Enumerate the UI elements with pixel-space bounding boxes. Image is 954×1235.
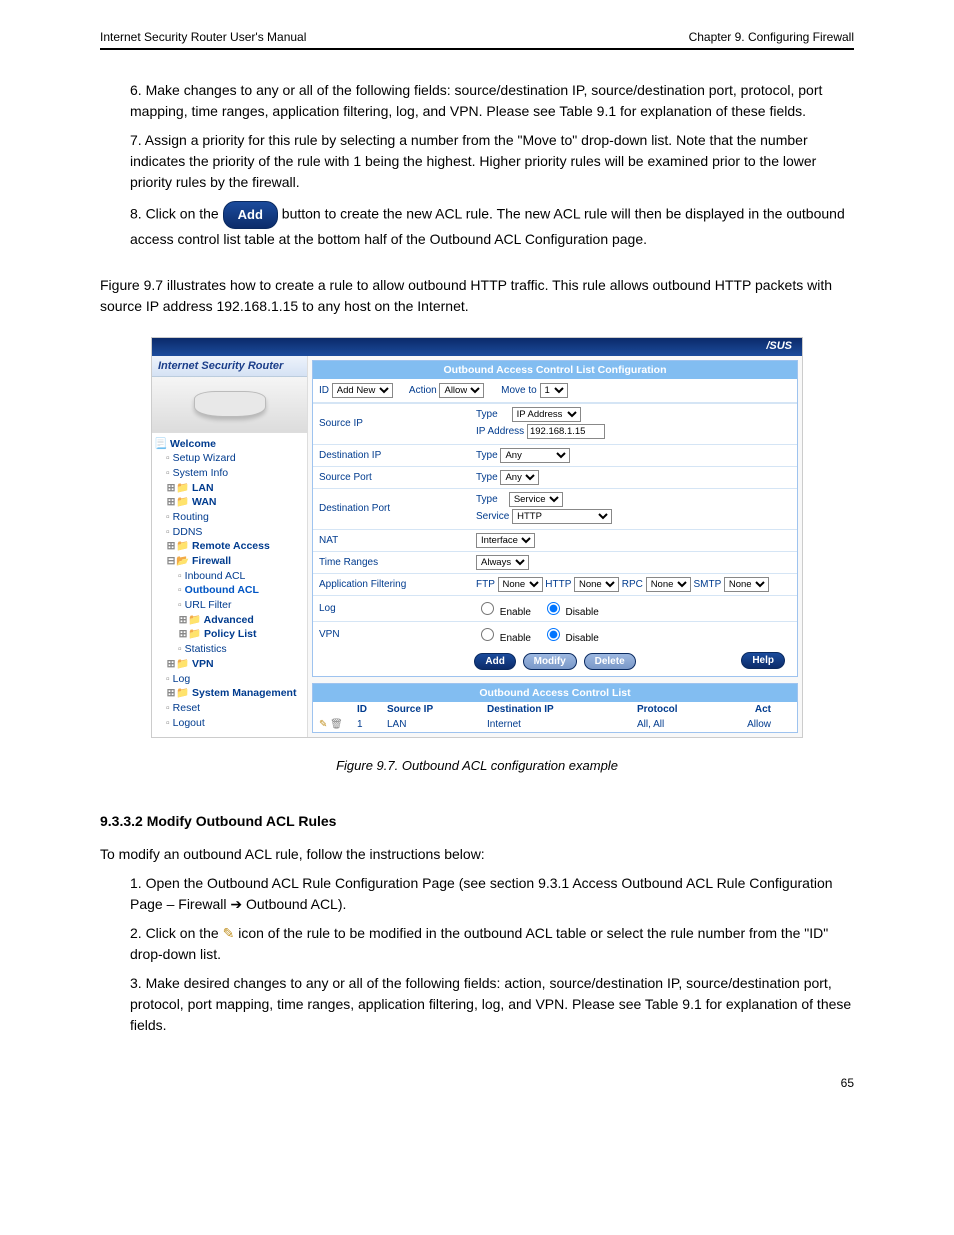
- nav-inbound-acl[interactable]: ▫ Inbound ACL: [154, 569, 305, 584]
- col-protocol: Protocol: [637, 704, 747, 715]
- edit-icon[interactable]: ✎: [319, 719, 327, 730]
- sidebar: Internet Security Router 📃 Welcome ▫ Set…: [152, 356, 308, 737]
- vpn-disable-radio[interactable]: [547, 628, 560, 641]
- moveto-select[interactable]: 1: [540, 383, 568, 398]
- header-chapter: Chapter 9. Configuring Firewall: [689, 30, 854, 44]
- add-button-inline: Add: [223, 201, 278, 229]
- smtp-select[interactable]: None: [724, 577, 769, 592]
- modify-button[interactable]: Modify: [523, 653, 577, 670]
- log-disable-radio[interactable]: [547, 602, 560, 615]
- help-button[interactable]: Help: [741, 652, 785, 669]
- figure-caption: Figure 9.7. Outbound ACL configuration e…: [100, 758, 854, 773]
- id-select[interactable]: Add New: [332, 383, 393, 398]
- nav-statistics[interactable]: ▫ Statistics: [154, 642, 305, 657]
- nav-lan[interactable]: ⊞📁 LAN: [154, 481, 305, 496]
- app-filter-label: Application Filtering: [313, 576, 470, 593]
- source-port-type-select[interactable]: Any: [500, 470, 539, 485]
- source-ip-label: Source IP: [313, 415, 470, 432]
- dest-port-type-select[interactable]: Service: [509, 492, 563, 507]
- http-select[interactable]: None: [574, 577, 619, 592]
- modify-step-2: 2. Click on the ✎ icon of the rule to be…: [130, 923, 854, 965]
- nav-url-filter[interactable]: ▫ URL Filter: [154, 598, 305, 613]
- time-ranges-label: Time Ranges: [313, 554, 470, 571]
- nav-log[interactable]: ▫ Log: [154, 672, 305, 687]
- router-image: [152, 377, 307, 433]
- col-id: ID: [357, 704, 387, 715]
- sidebar-title: Internet Security Router: [152, 356, 307, 377]
- page-number: 65: [100, 1076, 854, 1090]
- step-7-text: 7. Assign a priority for this rule by se…: [130, 130, 854, 193]
- nav-setup-wizard[interactable]: ▫ Setup Wizard: [154, 451, 305, 466]
- destination-ip-label: Destination IP: [313, 447, 470, 464]
- log-label: Log: [313, 600, 470, 617]
- nat-select[interactable]: Interface: [476, 533, 535, 548]
- row-id: 1: [357, 719, 387, 730]
- step-6-text: 6. Make changes to any or all of the fol…: [130, 80, 854, 122]
- router-screenshot: /SUS Internet Security Router 📃 Welcome …: [151, 337, 803, 738]
- col-act: Act: [747, 704, 791, 715]
- table-row: ✎ 🗑 1 LAN Internet All, All Allow: [313, 717, 797, 732]
- delete-icon[interactable]: 🗑: [330, 719, 343, 730]
- row-source-ip: LAN: [387, 719, 487, 730]
- nav-firewall[interactable]: ⊟📂 Firewall: [154, 554, 305, 569]
- nav-system-mgmt[interactable]: ⊞📁 System Management: [154, 686, 305, 701]
- dest-port-service-select[interactable]: HTTP: [512, 509, 612, 524]
- step-8-text: 8. Click on the Add button to create the…: [130, 201, 854, 250]
- modify-step-3: 3. Make desired changes to any or all of…: [130, 973, 854, 1036]
- nav-logout[interactable]: ▫ Logout: [154, 716, 305, 731]
- modify-step-1: 1. Open the Outbound ACL Rule Configurat…: [130, 873, 854, 915]
- nav-ddns[interactable]: ▫ DDNS: [154, 525, 305, 540]
- panel-title: Outbound Access Control List Configurati…: [313, 361, 797, 379]
- vpn-label: VPN: [313, 626, 470, 643]
- source-port-label: Source Port: [313, 469, 470, 486]
- nav-outbound-acl[interactable]: ▫ Outbound ACL: [154, 583, 305, 598]
- action-select[interactable]: Allow: [439, 383, 484, 398]
- col-source-ip: Source IP: [387, 704, 487, 715]
- figure-intro-text: Figure 9.7 illustrates how to create a r…: [100, 275, 854, 317]
- nav-reset[interactable]: ▫ Reset: [154, 701, 305, 716]
- destination-port-label: Destination Port: [313, 500, 470, 517]
- nav-advanced[interactable]: ⊞📁 Advanced: [154, 613, 305, 628]
- top-controls-row: ID Add New Action Allow Move to 1: [313, 379, 797, 403]
- nav-system-info[interactable]: ▫ System Info: [154, 466, 305, 481]
- nav-policy-list[interactable]: ⊞📁 Policy List: [154, 627, 305, 642]
- nav-routing[interactable]: ▫ Routing: [154, 510, 305, 525]
- nat-label: NAT: [313, 532, 470, 549]
- log-enable-radio[interactable]: [481, 602, 494, 615]
- header-manual-title: Internet Security Router User's Manual: [100, 30, 306, 44]
- row-destination-ip: Internet: [487, 719, 637, 730]
- brand-bar: /SUS: [152, 338, 802, 356]
- nav-wan[interactable]: ⊞📁 WAN: [154, 495, 305, 510]
- modify-section-title: 9.3.3.2 Modify Outbound ACL Rules: [100, 813, 854, 829]
- modify-p1: To modify an outbound ACL rule, follow t…: [100, 844, 854, 865]
- row-act: Allow: [747, 719, 791, 730]
- source-ip-input[interactable]: [527, 424, 605, 439]
- delete-button[interactable]: Delete: [584, 653, 636, 670]
- source-ip-type-select[interactable]: IP Address: [512, 407, 581, 422]
- rpc-select[interactable]: None: [646, 577, 691, 592]
- list-title: Outbound Access Control List: [313, 684, 797, 702]
- nav-remote-access[interactable]: ⊞📁 Remote Access: [154, 539, 305, 554]
- ftp-select[interactable]: None: [498, 577, 543, 592]
- nav-welcome[interactable]: 📃 Welcome: [154, 437, 305, 452]
- dest-ip-type-select[interactable]: Any: [500, 448, 570, 463]
- row-protocol: All, All: [637, 719, 747, 730]
- nav-vpn[interactable]: ⊞📁 VPN: [154, 657, 305, 672]
- pencil-icon: ✎: [223, 925, 235, 941]
- col-destination-ip: Destination IP: [487, 704, 637, 715]
- add-button[interactable]: Add: [474, 653, 515, 670]
- time-ranges-select[interactable]: Always: [476, 555, 529, 570]
- vpn-enable-radio[interactable]: [481, 628, 494, 641]
